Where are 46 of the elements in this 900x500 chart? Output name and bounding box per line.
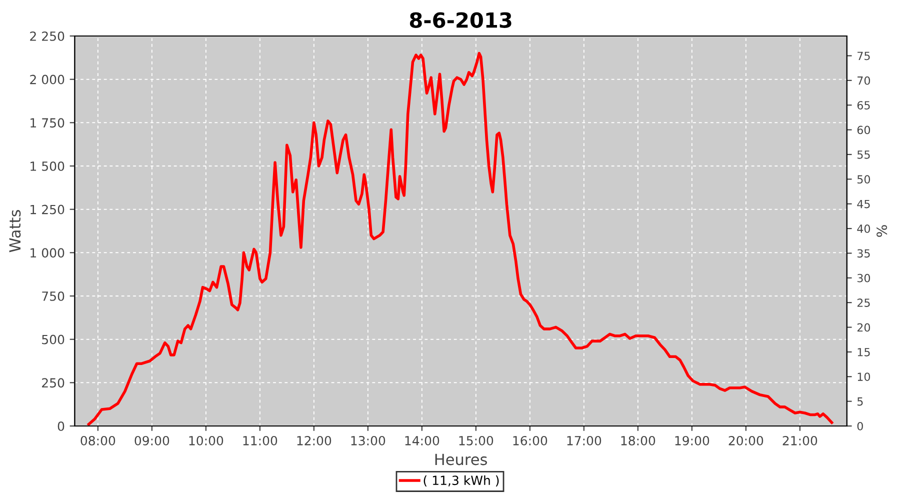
y2-tick-label: 35 [857,249,870,258]
x-tick-label: 18:00 [621,436,656,446]
y2-tick-label: 15 [858,348,870,356]
y2-tick-label: 10 [858,372,870,382]
y2-tick-label: 50 [857,175,870,184]
y2-tick-label: 55 [857,150,870,159]
x-axis-title: Heures [435,454,487,466]
y2-tick-label: 75 [858,52,870,60]
x-tick-label: 10:00 [189,436,224,446]
x-tick-label: 20:00 [728,436,764,446]
y2-tick-label: 70 [858,76,870,85]
y-tick-label: 1 500 [30,161,64,171]
x-tick-label: 13:00 [351,436,386,446]
y-tick-label: 2 000 [30,74,64,84]
x-tick-label: 15:00 [459,436,494,446]
line-series [87,52,834,426]
x-tick-label: 12:00 [297,436,332,446]
y2-tick-label: 30 [857,274,870,282]
x-tick-label: 19:00 [675,436,710,446]
chart-title: 8-6-2013 [410,12,512,28]
y2-axis-title: % [876,225,888,237]
y2-tick-label: 20 [857,323,870,332]
y-tick-label: 2 250 [30,31,64,41]
x-tick-label: 21:00 [782,436,818,446]
y2-tick-label: 65 [857,101,870,110]
y-axis-title: Watts [9,210,21,252]
y2-tick-label: 45 [857,200,870,208]
y2-tick-label: 25 [857,298,870,307]
x-tick-label: 08:00 [80,436,116,446]
x-tick-label: 09:00 [134,436,170,446]
y-tick-label: 0 [58,421,64,431]
y-tick-label: 1 750 [30,118,64,128]
y-tick-label: 1 000 [30,248,64,258]
y-tick-label: 1 250 [30,204,64,214]
x-tick-label: 16:00 [513,436,548,446]
x-tick-label: 11:00 [243,436,278,446]
x-tick-label: 17:00 [567,436,602,446]
y-tick-label: 500 [42,334,64,344]
x-tick-label: 14:00 [405,436,440,446]
y2-tick-label: 60 [857,126,870,134]
y-tick-label: 750 [42,291,64,301]
y2-tick-label: 40 [857,224,870,233]
y2-tick-label: 0 [857,422,863,430]
y2-tick-label: 5 [857,397,863,406]
legend-label: ( 11,3 kWh ) [424,475,499,487]
y-tick-label: 250 [42,378,64,388]
